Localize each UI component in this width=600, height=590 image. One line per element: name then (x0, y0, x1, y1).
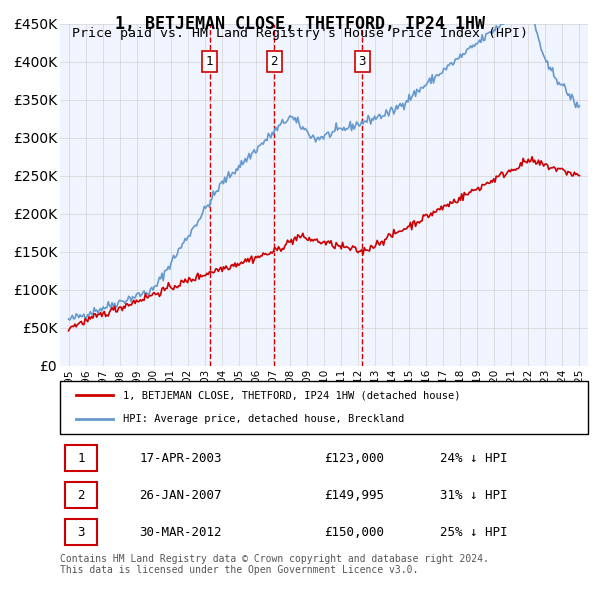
Text: 1, BETJEMAN CLOSE, THETFORD, IP24 1HW: 1, BETJEMAN CLOSE, THETFORD, IP24 1HW (115, 15, 485, 33)
Text: 2: 2 (77, 489, 85, 502)
Text: 17-APR-2003: 17-APR-2003 (139, 451, 222, 465)
Text: 1: 1 (77, 451, 85, 465)
Text: 26-JAN-2007: 26-JAN-2007 (139, 489, 222, 502)
Text: 1: 1 (206, 55, 214, 68)
FancyBboxPatch shape (60, 381, 588, 434)
Text: £150,000: £150,000 (324, 526, 384, 539)
FancyBboxPatch shape (65, 482, 97, 509)
Text: 3: 3 (359, 55, 366, 68)
Text: Contains HM Land Registry data © Crown copyright and database right 2024.
This d: Contains HM Land Registry data © Crown c… (60, 553, 489, 575)
Text: 3: 3 (77, 526, 85, 539)
Text: £123,000: £123,000 (324, 451, 384, 465)
Text: Price paid vs. HM Land Registry's House Price Index (HPI): Price paid vs. HM Land Registry's House … (72, 27, 528, 40)
FancyBboxPatch shape (65, 445, 97, 471)
Text: 2: 2 (271, 55, 278, 68)
Text: 31% ↓ HPI: 31% ↓ HPI (440, 489, 508, 502)
FancyBboxPatch shape (65, 519, 97, 546)
Text: 30-MAR-2012: 30-MAR-2012 (139, 526, 222, 539)
Text: HPI: Average price, detached house, Breckland: HPI: Average price, detached house, Brec… (124, 414, 404, 424)
Text: 25% ↓ HPI: 25% ↓ HPI (440, 526, 508, 539)
Text: 1, BETJEMAN CLOSE, THETFORD, IP24 1HW (detached house): 1, BETJEMAN CLOSE, THETFORD, IP24 1HW (d… (124, 391, 461, 401)
Text: £149,995: £149,995 (324, 489, 384, 502)
Text: 24% ↓ HPI: 24% ↓ HPI (440, 451, 508, 465)
